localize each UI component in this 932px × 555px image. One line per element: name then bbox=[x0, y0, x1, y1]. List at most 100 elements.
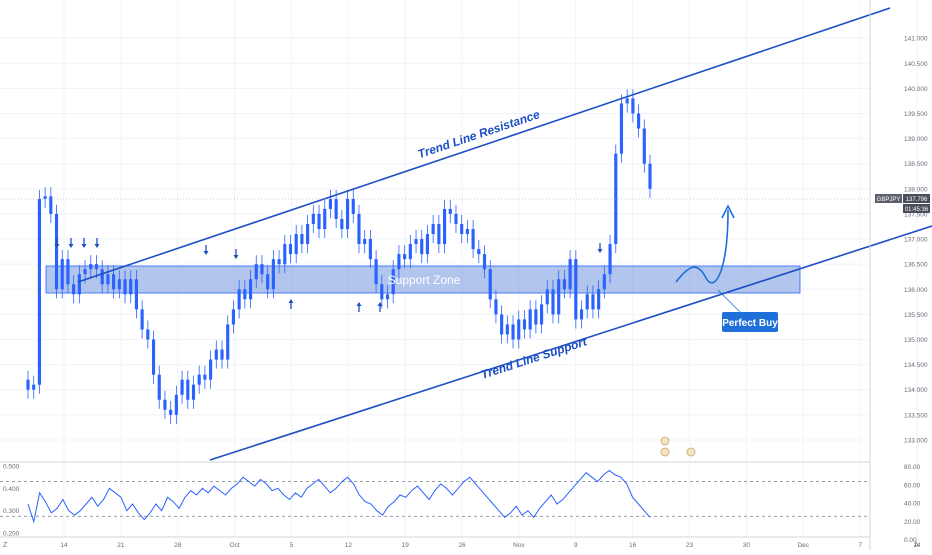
price-tick-label: 135.500 bbox=[904, 312, 928, 319]
down-arrowhead-icon bbox=[54, 244, 60, 248]
candle-body bbox=[129, 279, 133, 295]
time-tick-label: Dec bbox=[797, 542, 809, 549]
candle-body bbox=[374, 259, 378, 285]
rsi-panel[interactable]: 0.500 0.400 0.300 0.200 80.00 60.00 40.00 20.00… bbox=[0, 464, 921, 545]
candle-body bbox=[197, 374, 201, 385]
trend-line-support[interactable] bbox=[209, 225, 932, 461]
candle-body bbox=[163, 399, 167, 410]
time-tick-label: 12 bbox=[345, 542, 353, 549]
candle-body bbox=[517, 319, 521, 340]
candle-body bbox=[471, 229, 475, 250]
auto-scale-icon[interactable]: A bbox=[914, 542, 919, 549]
down-arrowhead-icon bbox=[203, 251, 209, 255]
support-zone-rect[interactable] bbox=[45, 265, 801, 294]
candle-body bbox=[37, 198, 41, 385]
candle-body bbox=[123, 279, 127, 295]
candle-body bbox=[425, 234, 430, 255]
candle-body bbox=[625, 98, 629, 104]
price-tick-label: 133.500 bbox=[904, 412, 928, 419]
candle-body bbox=[591, 294, 595, 310]
candle-body bbox=[266, 274, 270, 290]
event-marker-icon[interactable] bbox=[660, 436, 670, 446]
candle-body bbox=[334, 198, 338, 219]
rsi-left-tick: 0.200 bbox=[3, 531, 20, 538]
rsi-right-tick: 40.00 bbox=[904, 501, 921, 508]
candle-body bbox=[254, 264, 258, 280]
candle-body bbox=[300, 234, 304, 245]
down-arrowhead-icon bbox=[68, 244, 74, 248]
candle-body bbox=[83, 269, 87, 275]
candle-body bbox=[134, 279, 138, 310]
candle-body bbox=[540, 304, 544, 325]
price-tag-text: 137.796 bbox=[906, 197, 928, 203]
candle-body bbox=[460, 223, 464, 235]
candle-body bbox=[511, 324, 515, 340]
candle-body bbox=[488, 269, 492, 300]
time-tick-label: Oct bbox=[230, 542, 240, 549]
symbol-tag bbox=[875, 194, 902, 203]
candle-body bbox=[26, 379, 30, 390]
price-tick-label: 133.000 bbox=[904, 437, 928, 444]
time-tick-label: Nov bbox=[513, 542, 525, 549]
candle-body bbox=[43, 196, 47, 199]
candle-body bbox=[260, 264, 264, 275]
price-tick-label: 137.000 bbox=[904, 237, 928, 244]
candle-body bbox=[454, 213, 458, 224]
candle-body bbox=[191, 384, 196, 400]
candle-body bbox=[648, 163, 652, 189]
candle-body bbox=[323, 208, 327, 229]
trend-line-resistance[interactable] bbox=[77, 7, 891, 283]
candle-body bbox=[226, 324, 230, 360]
candle-body bbox=[174, 394, 178, 415]
candle-body bbox=[54, 213, 59, 290]
candle-body bbox=[368, 239, 372, 260]
price-axis[interactable]: 141.000 140.500 140.000 139.500 139.000 138.5… bbox=[904, 36, 928, 445]
rsi-left-tick: 0.400 bbox=[3, 486, 20, 493]
candle-body bbox=[403, 254, 407, 260]
candle-body bbox=[294, 234, 298, 255]
candle-body bbox=[94, 264, 99, 270]
candle-body bbox=[32, 384, 36, 390]
price-tick-label: 138.500 bbox=[904, 161, 928, 168]
event-marker-icon[interactable] bbox=[660, 447, 670, 457]
candle-body bbox=[477, 249, 481, 255]
current-price-badge: GBPJPY 137.796 01:45:36 bbox=[875, 194, 930, 213]
candle-body bbox=[631, 98, 635, 114]
candle-body bbox=[545, 289, 549, 305]
price-tick-label: 141.000 bbox=[904, 36, 928, 43]
time-tick-label: 19 bbox=[402, 542, 410, 549]
candle-body bbox=[414, 239, 418, 245]
candle-body bbox=[66, 259, 70, 285]
candle-body bbox=[214, 349, 218, 360]
candle-body bbox=[431, 223, 435, 235]
time-axis[interactable]: 14 21 28 Oct 5 12 19 26 Nov 9 16 23 30 Dec 7 14 bbox=[60, 542, 921, 549]
event-markers[interactable] bbox=[660, 436, 696, 457]
time-tick-label: 26 bbox=[458, 542, 466, 549]
candle-body bbox=[328, 198, 333, 209]
marker-arrows bbox=[54, 238, 603, 312]
candle-body bbox=[345, 198, 350, 229]
candle-body bbox=[397, 254, 401, 270]
price-tick-label: 136.500 bbox=[904, 262, 928, 269]
timezone-icon[interactable]: Z bbox=[3, 542, 8, 549]
up-arrowhead-icon bbox=[377, 302, 383, 306]
price-tick-label: 137.500 bbox=[904, 211, 928, 218]
event-marker-icon[interactable] bbox=[686, 447, 696, 457]
candle-body bbox=[317, 213, 321, 229]
candle-body bbox=[408, 244, 412, 260]
up-arrowhead-icon bbox=[288, 299, 294, 303]
candle-body bbox=[505, 324, 509, 335]
price-tick-label: 140.500 bbox=[904, 61, 928, 68]
candle-body bbox=[585, 294, 589, 310]
candle-body bbox=[597, 289, 601, 310]
candle-body bbox=[442, 208, 447, 245]
countdown-tag bbox=[903, 204, 930, 213]
perfect-buy-callout[interactable] bbox=[722, 312, 778, 332]
candle-body bbox=[306, 223, 310, 245]
rsi-left-tick: 0.300 bbox=[3, 508, 20, 515]
candle-body bbox=[557, 279, 561, 315]
candle-body bbox=[340, 218, 344, 229]
candle-body bbox=[562, 279, 566, 290]
